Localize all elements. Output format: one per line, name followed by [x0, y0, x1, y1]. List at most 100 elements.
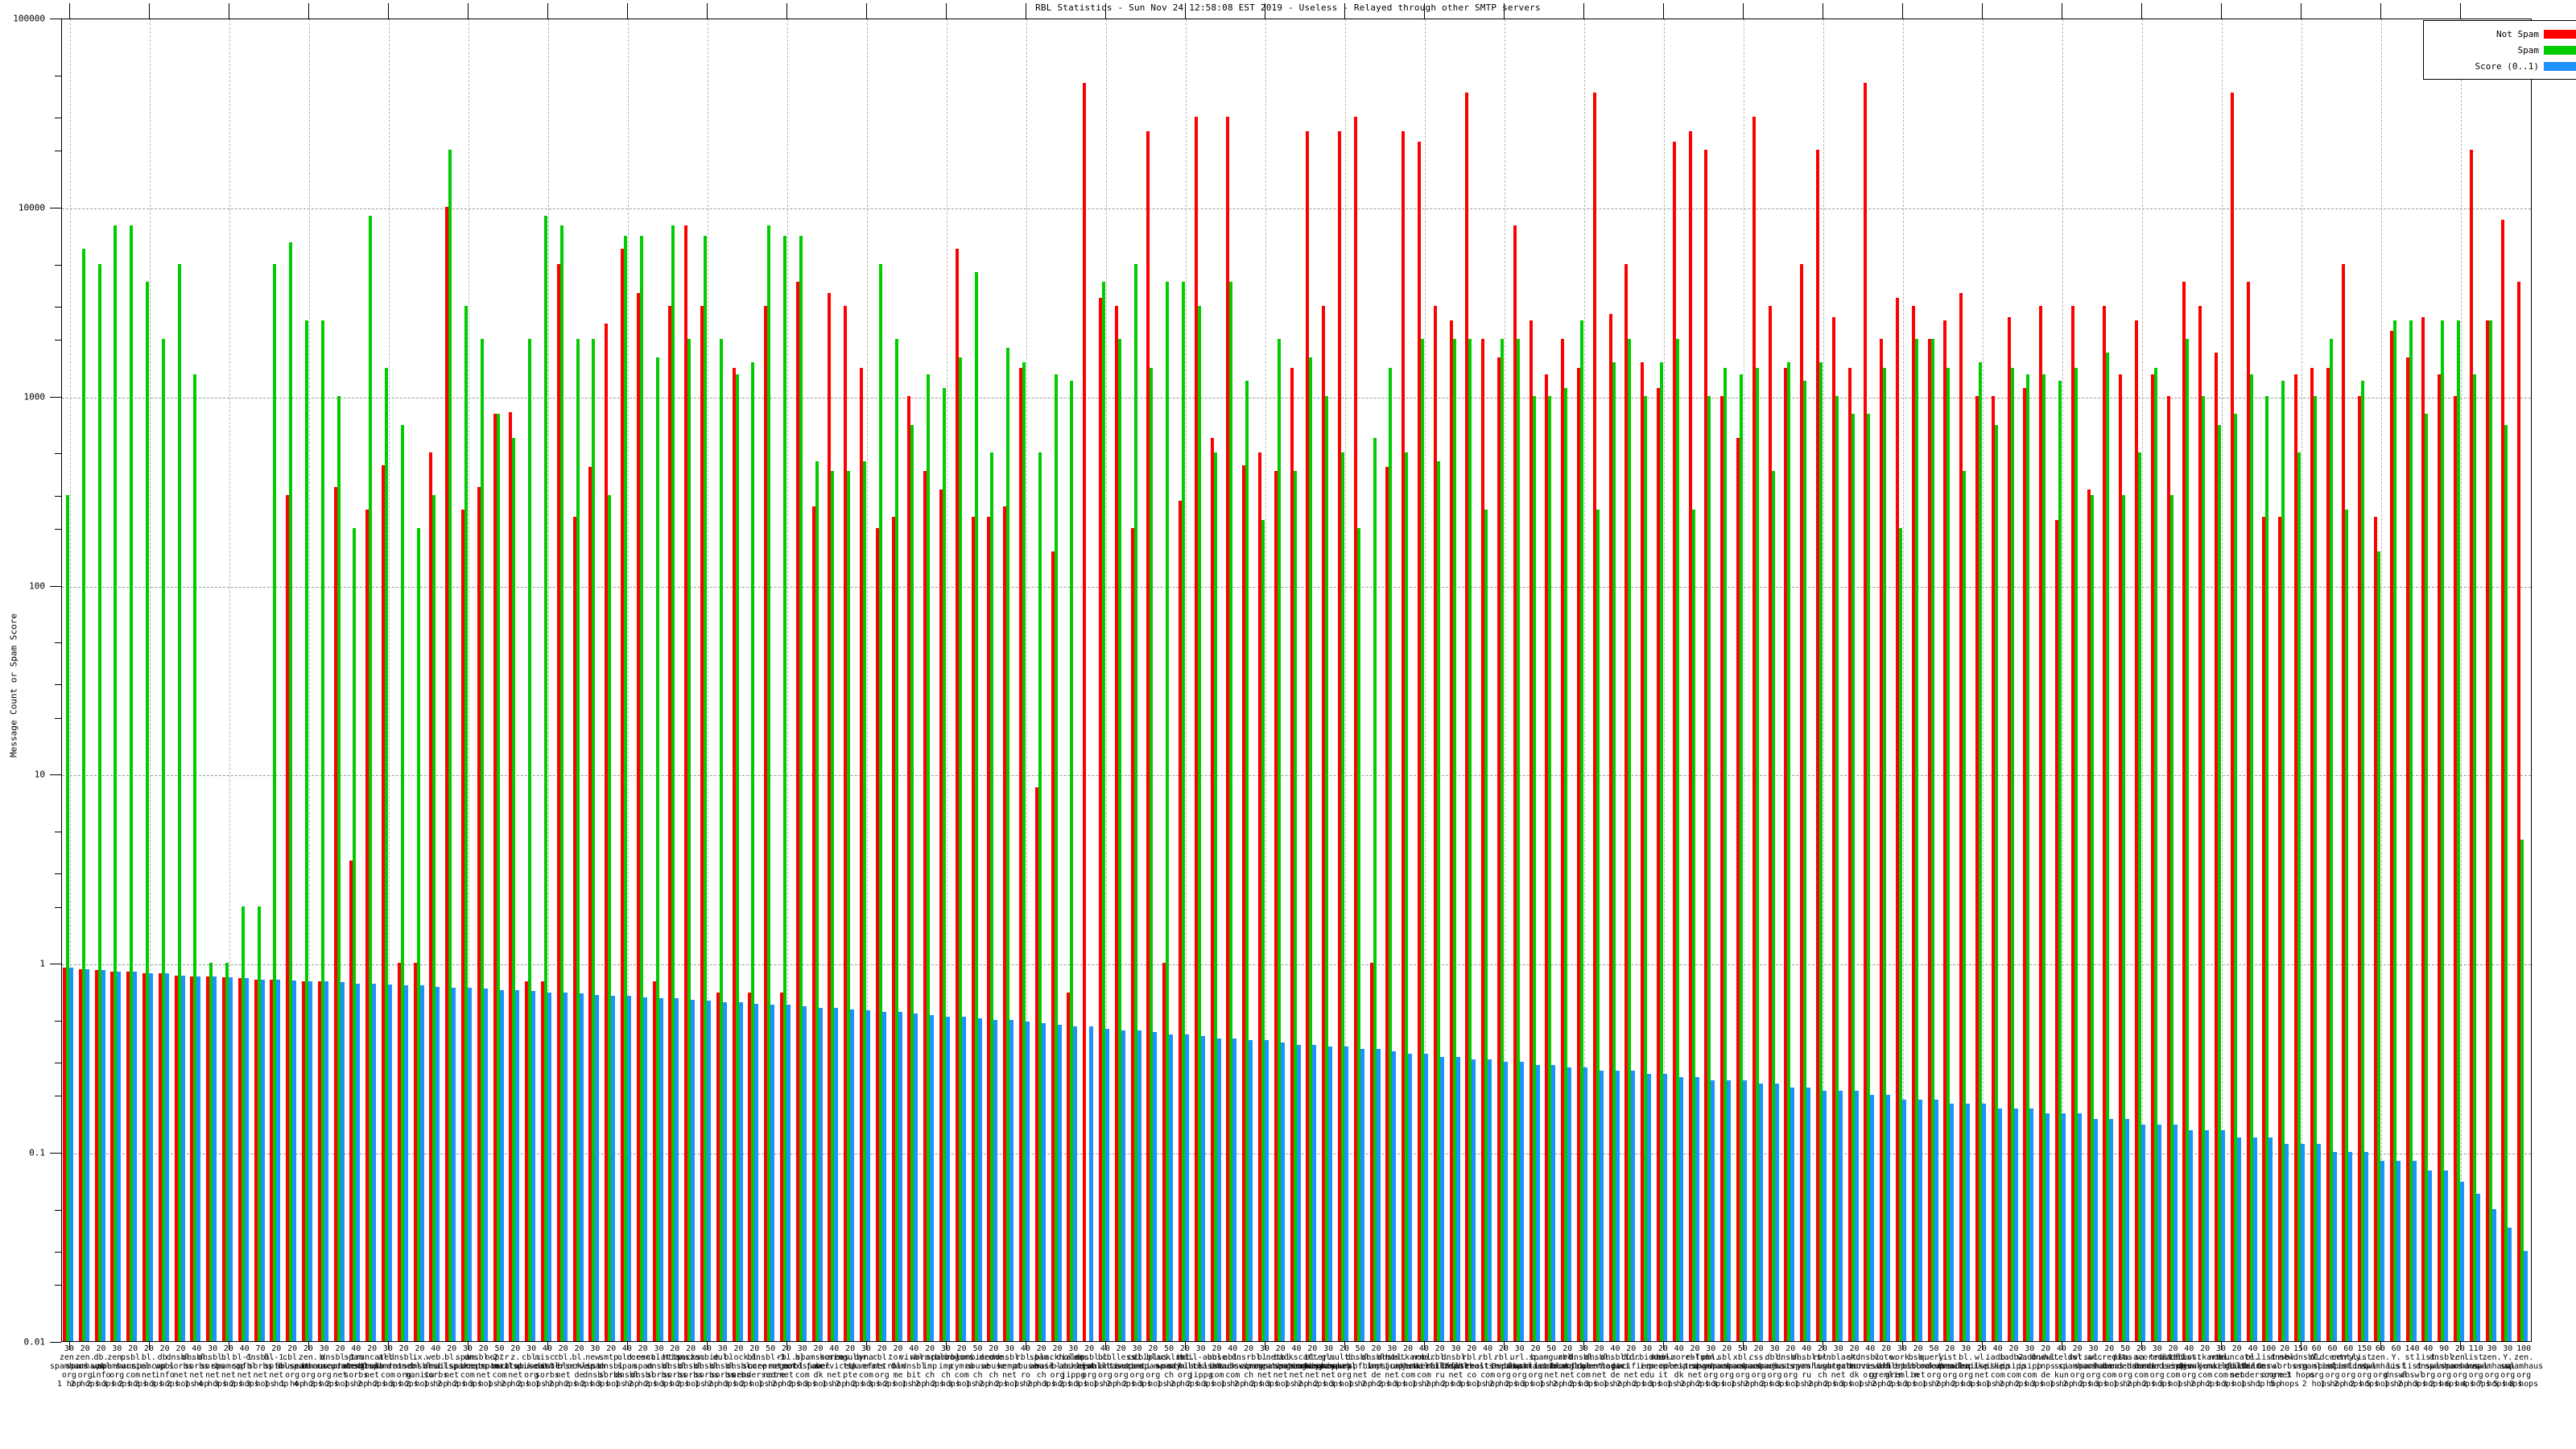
bar-red	[1912, 306, 1915, 1341]
bar-red	[222, 977, 225, 1341]
bar-green	[1724, 368, 1727, 1341]
bar-blue	[930, 1015, 934, 1341]
bar-blue	[2237, 1137, 2241, 1341]
bar-green	[1883, 368, 1886, 1341]
bar-blue	[1855, 1091, 1859, 1341]
x-tick-label: 30 swl. spamhaus org 2 hops	[2074, 1344, 2113, 1389]
x-tick-label: 20 bl. score senderscore 2 hops	[732, 1344, 786, 1389]
bar-red	[1769, 306, 1772, 1341]
bar-red	[1928, 339, 1931, 1341]
legend-swatch	[2544, 45, 2576, 55]
bar-red	[2406, 357, 2409, 1341]
bar-blue	[2205, 1130, 2209, 1341]
bar-red	[206, 976, 209, 1341]
bar-green	[432, 495, 436, 1341]
x-tick-label: 100 zen. spamhaus org 8 hops	[2504, 1344, 2544, 1389]
x-tick-label: 40 spam. dnsbl sorbs 1 hop	[344, 1344, 369, 1389]
bar-green	[2042, 374, 2046, 1341]
bar-green	[512, 438, 515, 1341]
legend-swatch	[2544, 29, 2576, 39]
bar-green	[98, 264, 101, 1341]
bar-red	[860, 368, 863, 1341]
bar-red	[684, 225, 687, 1341]
bar-green	[497, 414, 500, 1341]
bar-blue	[2460, 1182, 2464, 1341]
x-tick-label: 20 tor. dan me 2 hops	[883, 1344, 913, 1389]
bar-blue	[1616, 1071, 1620, 1341]
bar-blue	[643, 997, 647, 1341]
bar-green	[1038, 452, 1042, 1341]
bar-green	[2473, 374, 2476, 1341]
x-tick-label: 140 st. list dnswl 2 hops	[2397, 1344, 2427, 1389]
x-tick-label: 20 sa-accredit. habeas com 2 hops	[2118, 1344, 2178, 1389]
bar-green	[209, 963, 213, 1341]
bar-green	[1819, 362, 1823, 1341]
x-tick-label: 30 spam. spamrats com 2 hops	[448, 1344, 487, 1389]
bar-red	[1322, 306, 1325, 1341]
x-tick-bottom	[786, 1342, 787, 1350]
bar-green	[1835, 396, 1839, 1341]
bar-green	[1341, 452, 1344, 1341]
bar-red	[1226, 117, 1229, 1341]
x-tick-top	[1344, 3, 1345, 19]
bar-red	[190, 976, 193, 1341]
x-tick-label: 30 sa-trusted. bondedsender org 2 hops	[2134, 1344, 2193, 1389]
bar-blue	[1567, 1067, 1571, 1341]
x-tick-label: 20 cblless. anti-spam org 2 hops	[1099, 1344, 1143, 1389]
bar-green	[82, 249, 85, 1341]
bar-green	[2409, 320, 2413, 1341]
bar-blue	[1328, 1046, 1332, 1341]
bar-blue	[324, 981, 328, 1341]
x-tick-label: 40 list. dnswl org 3 hops	[2413, 1344, 2443, 1389]
bar-blue	[1934, 1100, 1938, 1341]
x-tick-top	[1583, 3, 1584, 19]
bar-blue	[1392, 1051, 1396, 1341]
x-tick-bottom	[1583, 1342, 1584, 1350]
bar-green	[1707, 396, 1711, 1341]
bar-red	[414, 963, 417, 1341]
gridline-vertical	[2222, 19, 2223, 1341]
bar-green	[1931, 339, 1934, 1341]
x-tick-label: 30 bl. nordspam com 2 hops	[782, 1344, 822, 1389]
x-tick-label: 20 psbl. surriel com 2 hops	[116, 1344, 151, 1389]
x-tick-label: 40 web. dnsbl sorbs 1 hop	[423, 1344, 448, 1389]
bar-green	[1676, 339, 1679, 1341]
x-tick-top	[1105, 3, 1106, 19]
bar-red	[923, 471, 927, 1341]
bar-green	[1150, 368, 1153, 1341]
bar-green	[1421, 339, 1424, 1341]
bar-blue	[2094, 1119, 2098, 1341]
bar-blue	[2141, 1125, 2145, 1341]
bar-red	[1752, 117, 1756, 1341]
bar-red	[1800, 264, 1803, 1341]
x-tick-label: 20 zen. spamhaus org 2 hops	[65, 1344, 105, 1389]
bar-red	[382, 465, 385, 1341]
bar-green	[2297, 452, 2301, 1341]
bar-blue	[308, 981, 312, 1341]
x-tick-bottom	[1185, 1342, 1186, 1350]
bar-blue	[1823, 1091, 1827, 1341]
bar-green	[2091, 495, 2094, 1341]
x-tick-label: 20 bogons. cymru com 3 hops	[944, 1344, 979, 1389]
bar-blue	[149, 973, 153, 1341]
x-tick-label: 20 st. technovision dk 3 hops	[1831, 1344, 1890, 1389]
x-tick-top	[1663, 3, 1664, 19]
bar-red	[2342, 264, 2345, 1341]
x-tick-label: 50 spamguard. leadmon net 1 hop	[1529, 1344, 1578, 1389]
x-tick-bottom	[946, 1342, 947, 1350]
x-tick-label: 40 whitelist. sci kun 1 hop	[2038, 1344, 2088, 1389]
bar-green	[1628, 339, 1631, 1341]
x-tick-label: 50 query. bondedsender org 1 hop	[1911, 1344, 1970, 1389]
bar-green	[815, 461, 819, 1341]
bar-red	[1418, 142, 1421, 1341]
x-tick-label: 20 wl. mailspike net 3 hops	[1959, 1344, 2004, 1389]
legend-swatch	[2544, 61, 2576, 71]
bar-green	[2218, 425, 2221, 1341]
bar-red	[1975, 396, 1979, 1341]
x-tick-bottom	[468, 1342, 469, 1350]
bar-red	[318, 981, 321, 1341]
x-tick-top	[149, 3, 150, 19]
bar-green	[656, 357, 659, 1341]
bar-red	[1577, 368, 1580, 1341]
gridline-vertical	[2062, 19, 2063, 1341]
